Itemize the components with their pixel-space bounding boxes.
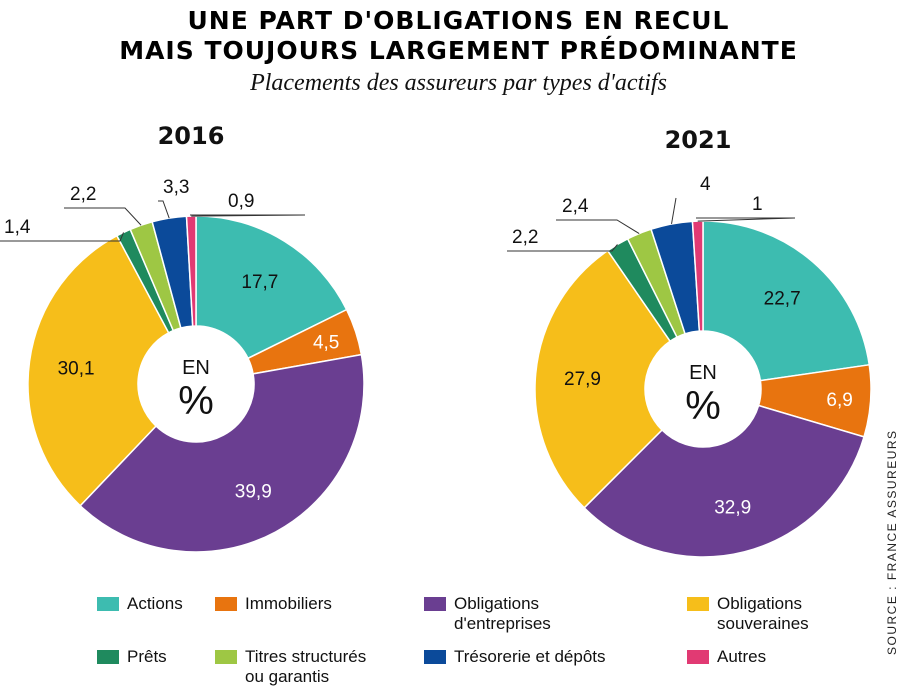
leader-line-tresorerie xyxy=(671,197,677,225)
legend-label: Obligations souveraines xyxy=(717,594,809,633)
slice-label-obl_souveraines: 27,9 xyxy=(564,369,601,390)
donut-title: 2021 xyxy=(665,126,732,154)
legend-item-obl_souveraines: Obligations souveraines xyxy=(687,594,809,634)
leader-line-tresorerie xyxy=(158,200,170,219)
chart-title-line-1: UNE PART D'OBLIGATIONS EN RECUL xyxy=(187,6,730,35)
chart-subtitle: Placements des assureurs par types d'act… xyxy=(250,70,667,96)
legend-label: Immobiliers xyxy=(245,594,332,613)
donut-2016: 2016 17,7 4,5 39,9 30,1 1,4 2,2 3,3 0,9 EN% xyxy=(0,122,365,553)
legend-item-immobiliers: Immobiliers xyxy=(215,594,332,614)
legend-item-obl_entreprises: Obligations d'entreprises xyxy=(424,594,551,634)
legend-item-prets: Prêts xyxy=(97,647,167,667)
leader-line-prets xyxy=(0,232,124,242)
donut-2021: 2021 22,7 6,9 32,9 27,9 2,2 2,4 4 1 EN% xyxy=(507,126,872,558)
slice-label-actions: 22,7 xyxy=(764,288,801,309)
legend-label: Obligations d'entreprises xyxy=(454,594,551,633)
legend-item-tresorerie: Trésorerie et dépôts xyxy=(424,647,606,667)
legend-swatch xyxy=(215,650,237,664)
legend-label: Trésorerie et dépôts xyxy=(454,647,606,666)
slice-autres xyxy=(185,215,197,327)
slice-label-obl_entreprises: 39,9 xyxy=(235,482,272,503)
legend-label: Prêts xyxy=(127,647,167,666)
slice-label-tresorerie: 3,3 xyxy=(163,177,189,198)
slice-obl_souveraines xyxy=(27,234,170,507)
legend-label: Autres xyxy=(717,647,767,666)
center-label-percent: % xyxy=(685,384,721,428)
slice-label-immobiliers: 6,9 xyxy=(826,390,852,411)
slice-label-autres: 0,9 xyxy=(228,191,254,212)
slice-label-prets: 1,4 xyxy=(4,217,31,238)
leader-line-autres xyxy=(696,217,796,222)
legend-swatch xyxy=(424,650,446,664)
legend-item-actions: Actions xyxy=(97,594,183,614)
center-label-en: EN xyxy=(689,362,717,384)
slice-label-immobiliers: 4,5 xyxy=(313,332,339,353)
slice-obl_entreprises xyxy=(79,353,365,553)
legend-swatch xyxy=(97,597,119,611)
leader-line-titres xyxy=(556,219,640,235)
leader-line-autres xyxy=(190,214,306,217)
leader-line-prets xyxy=(507,244,618,252)
center-label-percent: % xyxy=(178,379,214,423)
slice-label-titres: 2,2 xyxy=(70,184,96,205)
chart-title-line-2: MAIS TOUJOURS LARGEMENT PRÉDOMINANTE xyxy=(119,36,798,65)
slice-autres xyxy=(691,220,704,332)
slice-obl_souveraines xyxy=(534,249,672,509)
center-label-en: EN xyxy=(182,357,210,379)
legend-label: Titres structurés ou garantis xyxy=(245,647,367,686)
slice-label-actions: 17,7 xyxy=(241,272,278,293)
legend-label: Actions xyxy=(127,594,183,613)
legend-swatch xyxy=(215,597,237,611)
donut-title: 2016 xyxy=(158,122,225,150)
slice-label-obl_souveraines: 30,1 xyxy=(58,359,95,380)
legend-swatch xyxy=(97,650,119,664)
legend-item-titres: Titres structurés ou garantis xyxy=(215,647,366,687)
slice-label-obl_entreprises: 32,9 xyxy=(714,497,751,518)
slice-label-autres: 1 xyxy=(752,194,763,215)
slice-actions xyxy=(195,215,348,360)
slice-actions xyxy=(702,220,871,382)
slice-label-titres: 2,4 xyxy=(562,196,589,217)
donut-charts: 2016 17,7 4,5 39,9 30,1 1,4 2,2 3,3 0,9 EN% 2021 22… xyxy=(0,122,872,558)
slice-label-prets: 2,2 xyxy=(512,227,538,248)
source-note: SOURCE : FRANCE ASSUREURS xyxy=(885,429,899,655)
legend-swatch xyxy=(687,597,709,611)
legend-swatch xyxy=(687,650,709,664)
slice-obl_entreprises xyxy=(583,404,865,558)
legend-swatch xyxy=(424,597,446,611)
leader-line-titres xyxy=(64,207,142,226)
legend-item-autres: Autres xyxy=(687,647,766,667)
slice-label-tresorerie: 4 xyxy=(700,174,711,195)
